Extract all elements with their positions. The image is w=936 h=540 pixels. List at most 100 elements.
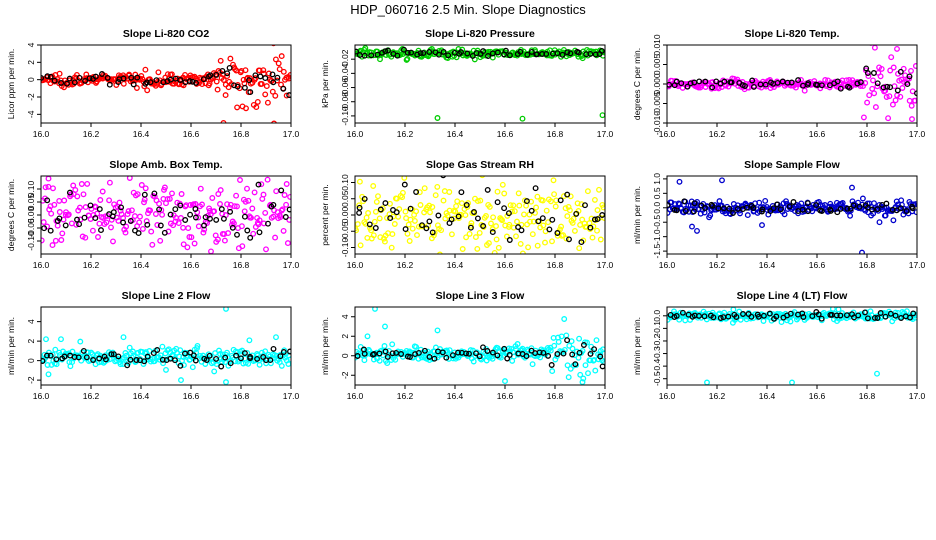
data-point: [550, 177, 557, 184]
data-point-black: [172, 357, 178, 364]
data-point-black: [247, 234, 254, 241]
data-point: [241, 208, 248, 215]
data-point: [224, 349, 230, 356]
data-point-black: [480, 344, 486, 351]
data-point-black: [151, 190, 158, 197]
data-point-black: [423, 225, 430, 232]
data-point: [871, 90, 878, 97]
data-point-outlier: [382, 323, 388, 330]
data-point-black: [815, 311, 822, 318]
data-point: [565, 374, 572, 381]
data-point: [237, 177, 243, 183]
data-point-black: [244, 227, 251, 234]
data-point-black: [564, 191, 571, 198]
data-point-outlier: [120, 334, 127, 341]
data-point: [539, 197, 546, 204]
data-point-black: [856, 203, 863, 210]
data-point: [224, 201, 231, 208]
data-point: [448, 231, 455, 238]
data-point-black: [546, 226, 553, 233]
data-point-black: [709, 84, 716, 91]
data-point: [576, 335, 583, 342]
data-point-black: [213, 71, 220, 78]
panel-8: Slope Line 3 Flow 16.0 16.2 16.4 16.6 16.8 17.…: [320, 290, 614, 401]
data-point-black: [98, 227, 104, 234]
y-tick-label: 0.010: [652, 34, 662, 56]
data-point-black: [730, 210, 736, 216]
data-point-black: [144, 353, 151, 360]
data-point-black: [573, 210, 580, 217]
data-point: [258, 80, 265, 87]
data-point: [185, 225, 192, 232]
data-point-black: [429, 229, 436, 236]
data-point: [527, 218, 533, 225]
data-point: [474, 245, 481, 252]
data-point: [279, 206, 286, 213]
data-point: [195, 223, 202, 230]
data-point-black: [559, 51, 566, 58]
data-point-black: [505, 210, 512, 217]
data-point-black: [71, 79, 78, 86]
data-point-black: [47, 227, 54, 234]
x-tick-label: 16.8: [547, 260, 564, 270]
panel-title: Slope Line 3 Flow: [436, 290, 526, 302]
data-point: [565, 203, 572, 210]
y-tick-label: 0: [26, 77, 36, 82]
data-point-black: [192, 206, 199, 212]
data-point: [225, 84, 232, 91]
data-point: [189, 364, 196, 371]
data-point-black: [233, 352, 240, 359]
data-point: [195, 214, 202, 221]
x-tick-label: 16.0: [659, 129, 676, 139]
data-point-black: [190, 352, 197, 359]
data-point-black: [564, 49, 571, 56]
data-point: [534, 242, 541, 249]
data-point-black: [518, 227, 525, 234]
data-point: [262, 348, 269, 355]
data-point-black: [455, 349, 461, 356]
data-point: [381, 343, 388, 349]
data-point: [116, 199, 123, 206]
data-point: [545, 219, 552, 226]
data-point: [370, 183, 377, 189]
data-point-black: [99, 71, 105, 77]
data-point: [211, 208, 218, 215]
y-tick-label: 0.00: [340, 206, 350, 223]
data-point: [589, 234, 596, 241]
data-point: [221, 237, 228, 244]
data-point-black: [701, 205, 708, 211]
data-point-black: [480, 223, 487, 229]
data-point-black: [220, 215, 227, 222]
y-tick-label: -0.02: [340, 49, 350, 69]
data-point-black: [813, 202, 820, 209]
data-point: [251, 189, 258, 196]
data-point: [389, 341, 396, 348]
data-point: [49, 242, 56, 249]
data-point-black: [762, 81, 769, 88]
panel-7: Slope Line 2 Flow 16.0 16.2 16.4 16.6 16.8 17.…: [6, 290, 300, 401]
plot-frame: [666, 306, 918, 386]
data-point: [874, 83, 881, 90]
x-tick-label: 17.0: [909, 391, 926, 401]
data-point: [514, 218, 520, 225]
data-point-black: [286, 92, 291, 99]
data-point: [211, 368, 218, 375]
data-point: [58, 237, 65, 243]
data-point: [564, 213, 571, 220]
data-point-black: [898, 205, 904, 212]
data-point: [381, 238, 388, 245]
x-tick-label: 16.6: [183, 260, 200, 270]
data-point-black: [187, 211, 194, 218]
panel-title: Slope Line 4 (LT) Flow: [737, 290, 848, 302]
x-tick-label: 16.4: [133, 260, 150, 270]
data-point: [528, 345, 535, 352]
data-point-black: [914, 90, 917, 97]
data-point-black: [887, 84, 894, 91]
data-point-black: [66, 75, 73, 82]
data-point-black: [426, 49, 433, 55]
data-point-black: [774, 201, 780, 208]
data-point-black: [356, 204, 363, 211]
data-point-black: [229, 224, 236, 231]
data-point: [513, 233, 519, 240]
data-point: [199, 201, 205, 208]
